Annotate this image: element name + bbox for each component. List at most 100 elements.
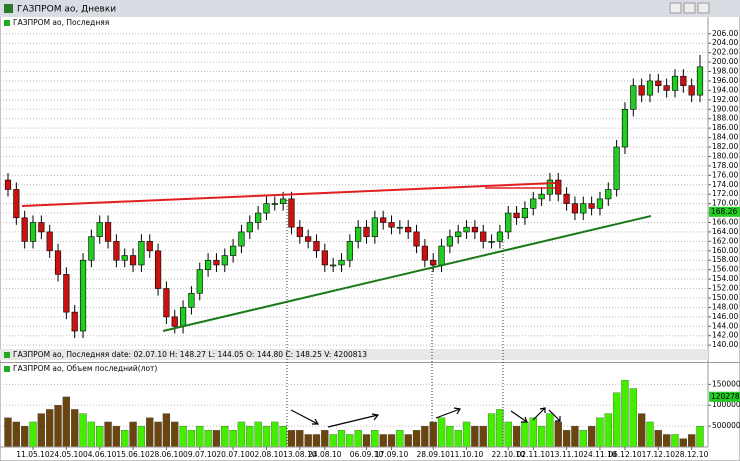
volume-bar [504, 421, 512, 448]
volume-bar [546, 413, 554, 448]
candle-body [4, 179, 12, 190]
volume-bar [87, 421, 96, 448]
volume-bar [171, 421, 179, 448]
volume-bar [229, 430, 237, 448]
volume-bar [12, 421, 20, 448]
volume-bar [554, 421, 562, 448]
volume-bar [371, 430, 379, 448]
volume-bar [604, 413, 612, 448]
candle-body [546, 179, 554, 195]
candle-body [305, 236, 312, 242]
candle-body [596, 198, 604, 209]
arrow [532, 407, 546, 421]
candle-body [171, 316, 178, 327]
x-tick-label: 17.12.10 [642, 450, 676, 459]
volume-bar [54, 405, 62, 448]
candle-body [79, 259, 87, 332]
volume-bar [529, 417, 537, 448]
candle-body [255, 212, 262, 223]
volume-bar [137, 425, 146, 448]
candle-body [296, 226, 303, 237]
candle-body [71, 311, 78, 332]
y-tick-label: 188.00 [712, 114, 738, 123]
volume-bar [37, 413, 45, 448]
candle-body [688, 85, 695, 96]
info-text: ГАЗПРОМ ао, Последняя date: 02.07.10 H: … [13, 350, 367, 359]
volume-bar [329, 434, 337, 448]
info-bar [0, 349, 708, 360]
candle-body [263, 203, 270, 214]
volume-bar [579, 430, 587, 448]
volume-bar [112, 425, 121, 448]
volume-bar [212, 430, 221, 448]
arrow [548, 409, 561, 422]
x-tick-label: 06.09.10 [350, 450, 384, 459]
candle-body [663, 85, 670, 91]
last-value-label: 12027823 [711, 392, 740, 401]
x-tick-label: 15.06.10 [116, 450, 150, 459]
candle-body [571, 203, 579, 214]
x-tick-label: 06.12.10 [608, 450, 642, 459]
candle-body [54, 250, 62, 275]
arrow [290, 409, 320, 425]
volume-bar [671, 434, 679, 448]
y-tick-label: 204.00 [712, 38, 738, 47]
volume-bar [321, 430, 329, 448]
volume-bar [154, 421, 162, 448]
volume-bar [354, 430, 362, 448]
candle-body [321, 250, 328, 266]
candle-body [221, 255, 228, 266]
volume-bar [379, 434, 387, 448]
candle-body [638, 85, 645, 96]
y-tick-label: 162.00 [712, 236, 738, 245]
info-swatch [4, 352, 10, 358]
close-button[interactable] [697, 2, 710, 14]
minimize-button[interactable] [669, 2, 682, 14]
volume-bar [62, 396, 71, 448]
volume-bar [221, 425, 229, 448]
x-tick-label: 24.05.10 [50, 450, 84, 459]
y-tick-label: 140.00 [712, 340, 738, 349]
volume-bar [279, 425, 287, 448]
volume-bar [612, 392, 621, 448]
volume-bar [487, 413, 496, 448]
volume-bar [296, 430, 304, 448]
candle-body [313, 241, 320, 252]
candle-body [621, 108, 629, 148]
candle-body [580, 203, 587, 214]
candle-body [204, 259, 212, 270]
y-tick-label: 194.00 [712, 85, 738, 94]
candle-body [21, 217, 28, 242]
candle-body [230, 245, 237, 256]
x-tick-label: 13.08.10 [283, 450, 317, 459]
candle-body [555, 179, 562, 195]
volume-bar [312, 434, 321, 448]
candle-body [163, 288, 170, 318]
candle-body [380, 217, 387, 223]
volume-bar [446, 425, 454, 448]
volume-bar [462, 421, 471, 448]
candle-body [455, 231, 462, 237]
volume-bar [663, 434, 671, 448]
volume-bar [471, 425, 479, 448]
candle-body [121, 255, 128, 261]
candle-body [238, 231, 245, 247]
y-tick-label: 202.00 [712, 48, 738, 57]
arrow [435, 407, 461, 419]
volume-bar [629, 388, 637, 448]
volume-bar [512, 425, 521, 448]
x-tick-label: 28.06.10 [150, 450, 184, 459]
volume-bar [637, 413, 646, 448]
candle-body [488, 241, 495, 243]
volume-bar [204, 430, 212, 448]
candle-body [605, 189, 612, 200]
volume-bar [571, 425, 579, 448]
candle-body [113, 241, 120, 261]
candle-body [46, 231, 53, 252]
volume-bar [562, 430, 571, 448]
x-tick-label: 24.11.10 [583, 450, 617, 459]
maximize-button[interactable] [683, 2, 696, 14]
volume-bar [679, 438, 687, 448]
volume-legend: ГАЗПРОМ ао, Объем последний(лот) [13, 364, 157, 373]
candle-body [471, 226, 478, 233]
